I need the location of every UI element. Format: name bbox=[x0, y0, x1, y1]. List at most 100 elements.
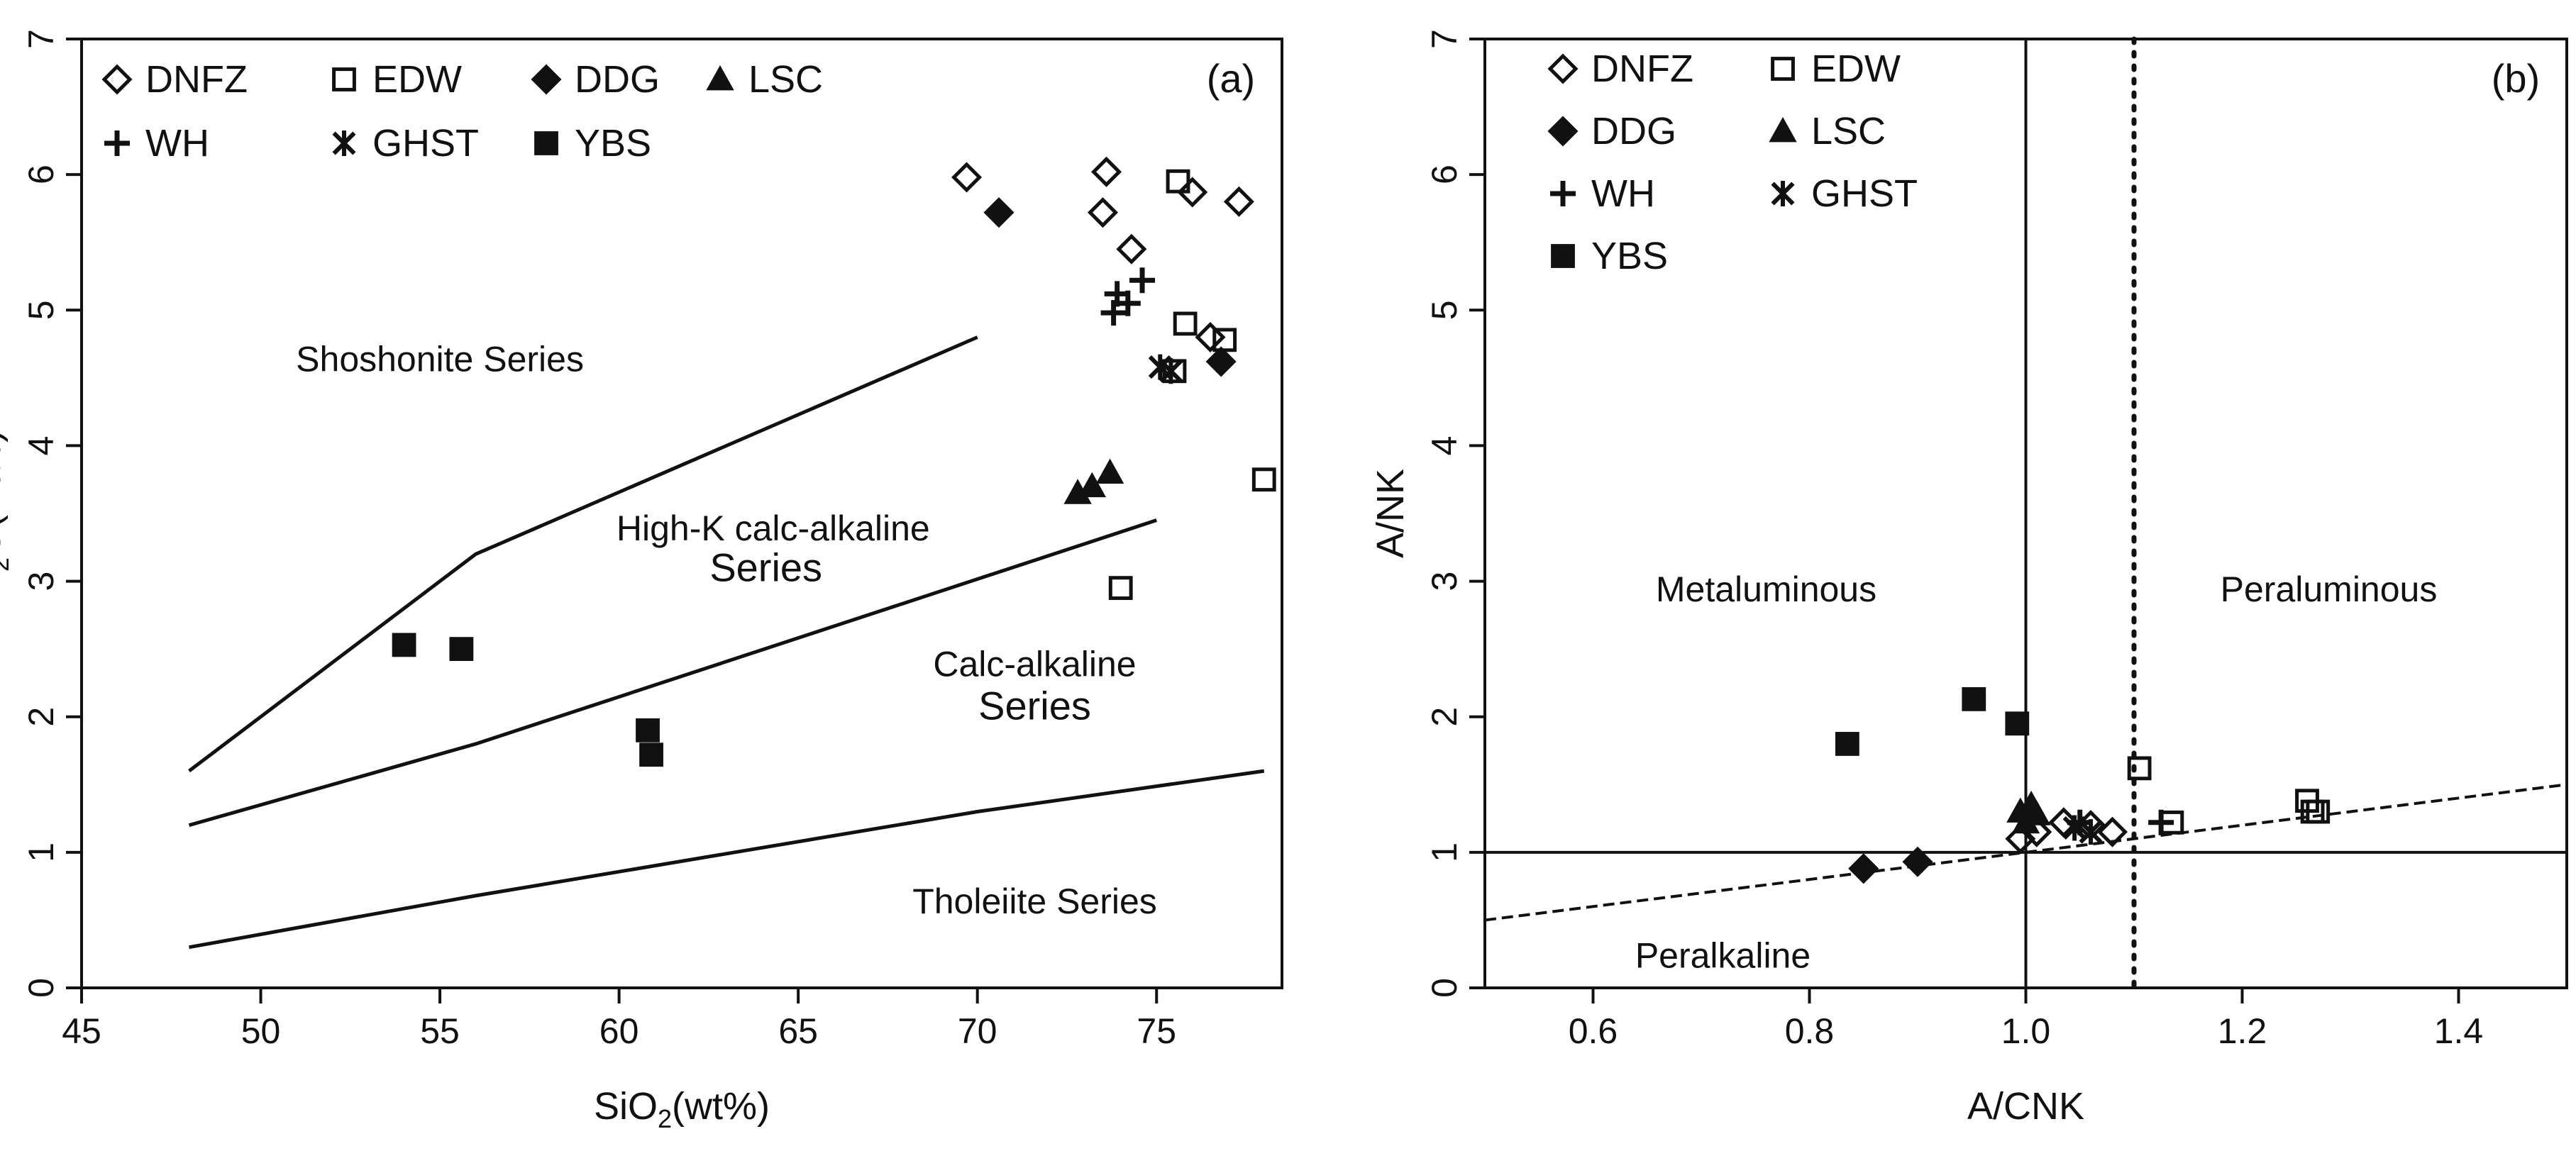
legend-label-ddg: DDG bbox=[1591, 110, 1676, 152]
x-tick-label: 1.4 bbox=[2434, 1011, 2484, 1051]
data-point-edw bbox=[1173, 311, 1198, 336]
region-label: Tholeiite Series bbox=[912, 881, 1157, 921]
y-tick-label: 4 bbox=[1425, 436, 1464, 456]
legend-label-edw: EDW bbox=[372, 58, 462, 101]
y-tick-label: 1 bbox=[1425, 842, 1464, 862]
legend: DNFZ EDW DDG LSC WH GHST YBS bbox=[1547, 48, 1918, 277]
x-tick-label: 50 bbox=[241, 1011, 281, 1051]
region-label: Series bbox=[709, 545, 822, 590]
data-point-ybs bbox=[639, 742, 663, 767]
legend-marker-ybs bbox=[534, 131, 558, 155]
legend-label-lsc: LSC bbox=[1811, 110, 1886, 152]
legend-label-ddg: DDG bbox=[575, 58, 660, 101]
x-tick-label: 75 bbox=[1137, 1011, 1176, 1051]
x-tick-label: 70 bbox=[958, 1011, 997, 1051]
region-label: Series bbox=[978, 684, 1091, 728]
y-tick-label: 3 bbox=[21, 572, 61, 591]
y-tick-label: 4 bbox=[21, 436, 61, 456]
data-point-edw bbox=[1251, 467, 1276, 492]
data-point-lsc bbox=[1095, 458, 1124, 484]
data-point-dnfz bbox=[1087, 197, 1118, 228]
x-axis-title: A/CNK bbox=[1967, 1085, 2084, 1128]
y-tick-label: 2 bbox=[1425, 707, 1464, 727]
y-tick-label: 0 bbox=[1425, 978, 1464, 998]
y-axis-title: A/NK bbox=[1369, 469, 1412, 558]
data-point-ghst bbox=[2079, 819, 2103, 845]
legend-marker-ybs bbox=[1551, 244, 1575, 268]
data-point-edw bbox=[1166, 169, 1190, 194]
region-label: Peralkaline bbox=[1635, 935, 1811, 975]
region-label: Metaluminous bbox=[1656, 569, 1876, 609]
data-point-ghst bbox=[1159, 358, 1183, 384]
region-label: Calc-alkaline bbox=[933, 644, 1136, 684]
legend-label-edw: EDW bbox=[1811, 48, 1901, 90]
y-tick-label: 2 bbox=[21, 707, 61, 727]
legend-label-wh: WH bbox=[1591, 172, 1655, 215]
y-tick-label: 3 bbox=[1425, 572, 1464, 591]
y-tick-label: 6 bbox=[21, 165, 61, 184]
data-point-lsc bbox=[1078, 472, 1107, 498]
boundary-line bbox=[188, 335, 978, 773]
x-tick-label: 0.6 bbox=[1569, 1011, 1618, 1051]
x-tick-label: 1.2 bbox=[2218, 1011, 2267, 1051]
data-point-ddg bbox=[1205, 346, 1237, 377]
x-tick-label: 45 bbox=[62, 1011, 101, 1051]
reference-line-dashed bbox=[1484, 783, 2567, 922]
legend-marker-ddg bbox=[1547, 116, 1579, 147]
legend-marker-edw bbox=[1771, 57, 1795, 81]
data-point-dnfz bbox=[2005, 823, 2036, 855]
panel-label: (a) bbox=[1207, 56, 1255, 101]
legend-marker-lsc bbox=[706, 65, 734, 91]
chart-panel-b: 0.6 0.8 1.0 1.2 1.4 0 1 2 3 4 5 6 7 A/CNK A/NK Metalumi… bbox=[1369, 29, 2568, 1128]
data-point-edw bbox=[2306, 799, 2331, 824]
data-point-ddg bbox=[1902, 846, 1933, 877]
data-point-dnfz bbox=[1177, 177, 1208, 208]
x-tick-label: 1.0 bbox=[2001, 1011, 2051, 1051]
x-tick-label: 0.8 bbox=[1785, 1011, 1835, 1051]
data-point-edw bbox=[1108, 576, 1133, 601]
y-tick-label: 6 bbox=[1425, 165, 1464, 184]
data-point-wh bbox=[1129, 267, 1156, 294]
legend-label-lsc: LSC bbox=[748, 58, 823, 101]
legend-marker-wh bbox=[1550, 181, 1576, 206]
x-axis-title: SiO2(wt%) bbox=[594, 1085, 770, 1133]
data-point-ybs bbox=[2005, 711, 2030, 736]
data-point-ybs bbox=[636, 718, 660, 742]
data-point-ybs bbox=[392, 633, 416, 657]
data-point-dnfz bbox=[1223, 186, 1254, 217]
data-point-ybs bbox=[1835, 732, 1859, 756]
data-point-wh bbox=[2148, 809, 2174, 835]
y-tick-label: 7 bbox=[1425, 29, 1464, 49]
data-point-ddg bbox=[983, 197, 1015, 228]
x-tick-label: 60 bbox=[599, 1011, 639, 1051]
y-tick-label: 0 bbox=[21, 978, 61, 998]
data-point-wh bbox=[1115, 290, 1141, 316]
y-axis-title: K2O(wt%) bbox=[0, 430, 14, 597]
data-point-ybs bbox=[449, 637, 474, 662]
region-label: Shoshonite Series bbox=[296, 339, 584, 379]
legend-label-dnfz: DNFZ bbox=[1591, 48, 1693, 90]
legend-label-ybs: YBS bbox=[575, 122, 651, 165]
y-tick-label: 1 bbox=[21, 842, 61, 862]
panel-label: (b) bbox=[2492, 56, 2540, 101]
data-point-dnfz bbox=[2048, 807, 2079, 838]
legend-label-ghst: GHST bbox=[372, 122, 479, 165]
data-point-edw bbox=[1162, 359, 1187, 384]
y-tick-label: 7 bbox=[21, 29, 61, 49]
legend-marker-wh bbox=[104, 130, 130, 156]
boundary-line bbox=[189, 769, 1265, 950]
data-point-dnfz bbox=[2096, 816, 2128, 847]
data-point-edw bbox=[2127, 756, 2152, 781]
legend-label-wh: WH bbox=[145, 122, 209, 165]
legend-marker-edw bbox=[332, 67, 356, 91]
legend-marker-dnfz bbox=[1547, 53, 1579, 84]
plot-frame bbox=[80, 38, 1283, 989]
legend-label-ghst: GHST bbox=[1811, 172, 1918, 215]
legend-label-ybs: YBS bbox=[1591, 235, 1668, 277]
data-point-dnfz bbox=[1116, 233, 1147, 265]
data-point-lsc bbox=[2011, 808, 2040, 834]
data-point-dnfz bbox=[1195, 321, 1226, 353]
legend-marker-ghst bbox=[1771, 181, 1795, 206]
data-point-ddg bbox=[1848, 853, 1879, 884]
data-point-ybs bbox=[1962, 686, 1986, 711]
